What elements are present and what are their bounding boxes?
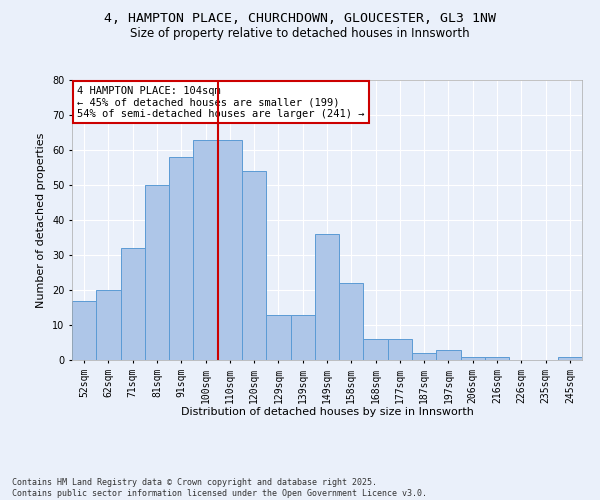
- Y-axis label: Number of detached properties: Number of detached properties: [37, 132, 46, 308]
- Bar: [461, 356, 485, 360]
- Bar: [412, 353, 436, 360]
- Text: 4 HAMPTON PLACE: 104sqm
← 45% of detached houses are smaller (199)
54% of semi-d: 4 HAMPTON PLACE: 104sqm ← 45% of detache…: [77, 86, 365, 119]
- Bar: [218, 140, 242, 360]
- Bar: [485, 356, 509, 360]
- Text: 4, HAMPTON PLACE, CHURCHDOWN, GLOUCESTER, GL3 1NW: 4, HAMPTON PLACE, CHURCHDOWN, GLOUCESTER…: [104, 12, 496, 26]
- Bar: [169, 157, 193, 360]
- Bar: [121, 248, 145, 360]
- Bar: [242, 171, 266, 360]
- Bar: [266, 314, 290, 360]
- Bar: [558, 356, 582, 360]
- Bar: [364, 339, 388, 360]
- Text: Contains HM Land Registry data © Crown copyright and database right 2025.
Contai: Contains HM Land Registry data © Crown c…: [12, 478, 427, 498]
- Bar: [145, 185, 169, 360]
- Bar: [96, 290, 121, 360]
- Text: Size of property relative to detached houses in Innsworth: Size of property relative to detached ho…: [130, 28, 470, 40]
- Bar: [388, 339, 412, 360]
- Bar: [339, 283, 364, 360]
- Bar: [72, 300, 96, 360]
- Bar: [315, 234, 339, 360]
- Bar: [290, 314, 315, 360]
- Bar: [193, 140, 218, 360]
- Bar: [436, 350, 461, 360]
- X-axis label: Distribution of detached houses by size in Innsworth: Distribution of detached houses by size …: [181, 407, 473, 417]
